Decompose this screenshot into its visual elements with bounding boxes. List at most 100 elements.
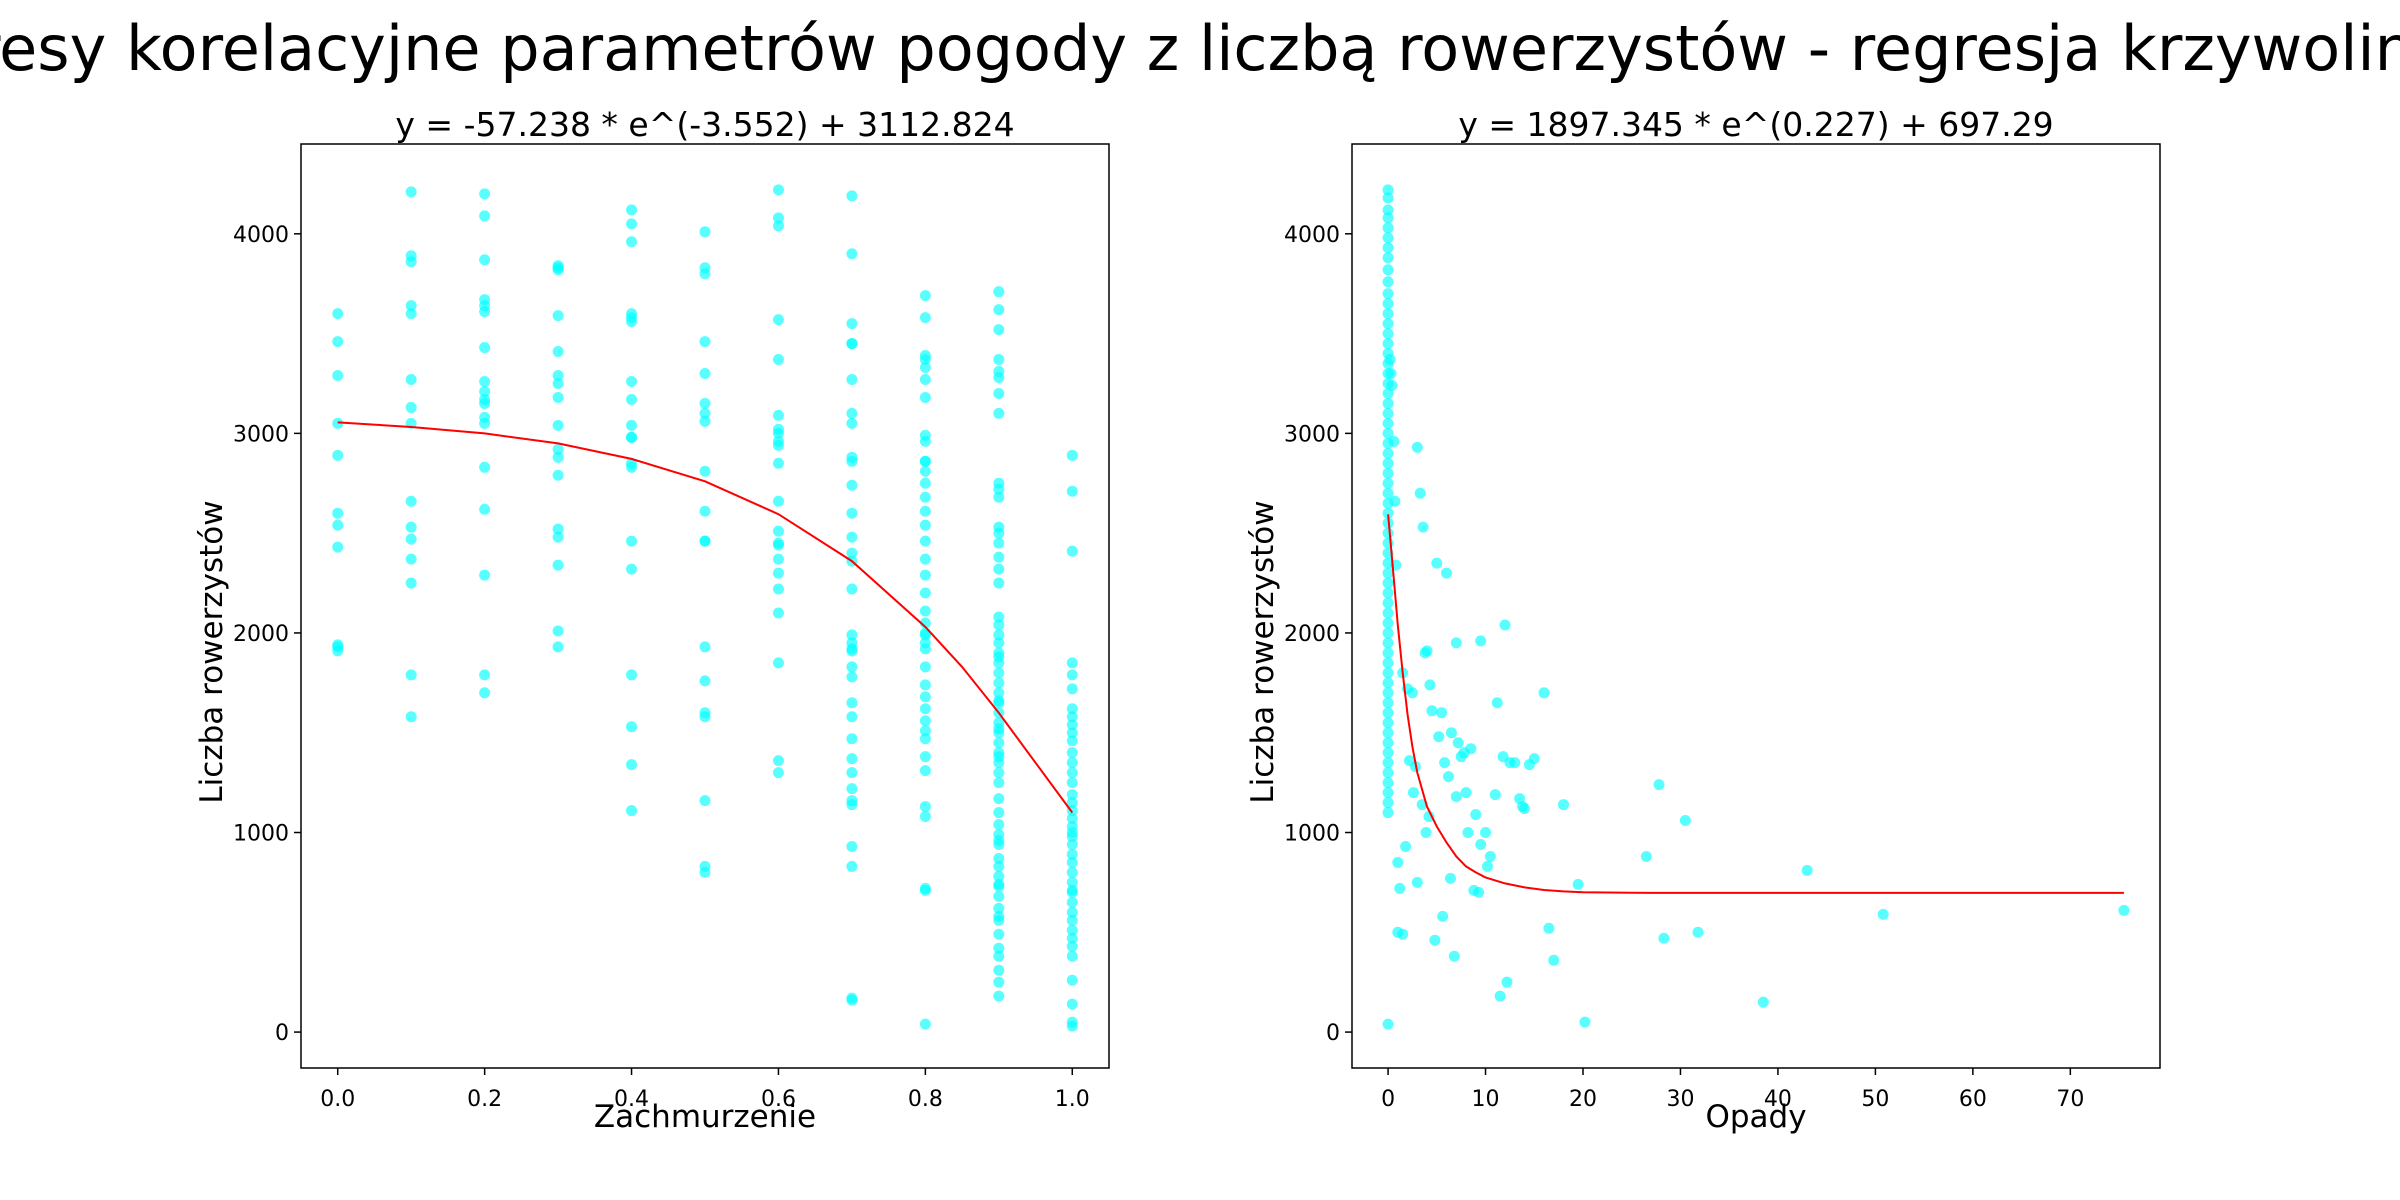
precipitation-data-point bbox=[1382, 1018, 1394, 1030]
cloud-cover-data-point bbox=[332, 449, 344, 461]
cloud-cover-data-point bbox=[1066, 896, 1078, 908]
cloud-cover-data-point bbox=[552, 310, 564, 322]
precipitation-data-point bbox=[1382, 777, 1394, 789]
cloud-cover-data-point bbox=[1066, 886, 1078, 898]
cloud-cover-data-point bbox=[1066, 735, 1078, 747]
precipitation-data-point bbox=[1382, 787, 1394, 799]
cloud-cover-data-point bbox=[846, 697, 858, 709]
precipitation-data-point bbox=[1382, 308, 1394, 320]
cloud-cover-data-point bbox=[1066, 813, 1078, 825]
cloud-cover-data-point bbox=[772, 354, 784, 366]
precipitation-data-point bbox=[1801, 864, 1813, 876]
cloud-cover-y-tick-label: 2000 bbox=[233, 622, 289, 647]
cloud-cover-y-label: Liczba rowerzystów bbox=[194, 500, 230, 803]
precipitation-data-point bbox=[1386, 379, 1398, 391]
precipitation-data-point bbox=[1517, 801, 1529, 813]
precipitation-data-point bbox=[1439, 757, 1451, 769]
cloud-cover-data-point bbox=[1066, 876, 1078, 888]
cloud-cover-data-point bbox=[1066, 866, 1078, 878]
cloud-cover-data-point bbox=[919, 290, 931, 302]
cloud-cover-data-point bbox=[919, 312, 931, 324]
cloud-cover-data-point bbox=[846, 507, 858, 519]
precipitation-data-point bbox=[1450, 637, 1462, 649]
precipitation-data-point bbox=[1411, 876, 1423, 888]
cloud-cover-data-point bbox=[552, 641, 564, 653]
cloud-cover-data-point bbox=[846, 753, 858, 765]
cloud-cover-data-point bbox=[772, 314, 784, 326]
cloud-cover-data-point bbox=[552, 369, 564, 381]
precipitation-data-point bbox=[1640, 850, 1652, 862]
cloud-cover-data-point bbox=[626, 461, 638, 473]
cloud-cover-data-point bbox=[993, 928, 1005, 940]
precipitation-data-point bbox=[1382, 607, 1394, 619]
cloud-cover-data-point bbox=[993, 491, 1005, 503]
cloud-cover-data-point bbox=[993, 651, 1005, 663]
cloud-cover-data-point bbox=[626, 431, 638, 443]
precipitation-data-point bbox=[1480, 827, 1492, 839]
cloud-cover-data-point bbox=[846, 338, 858, 350]
precipitation-data-point bbox=[1579, 1016, 1591, 1028]
cloud-cover-data-point bbox=[1066, 545, 1078, 557]
cloud-cover-data-point bbox=[772, 525, 784, 537]
cloud-cover-data-point bbox=[1066, 906, 1078, 918]
precipitation-data-point bbox=[1382, 627, 1394, 639]
precipitation-data-point bbox=[1382, 447, 1394, 459]
cloud-cover-data-point bbox=[699, 641, 711, 653]
cloud-cover-data-point bbox=[993, 890, 1005, 902]
cloud-cover-data-point bbox=[1066, 711, 1078, 723]
cloud-cover-data-point bbox=[993, 852, 1005, 864]
precipitation-data-point bbox=[1382, 222, 1394, 234]
cloud-cover-data-point bbox=[1066, 777, 1078, 789]
cloud-cover-data-point bbox=[919, 725, 931, 737]
cloud-cover-data-point bbox=[552, 625, 564, 637]
precipitation-data-point bbox=[1382, 417, 1394, 429]
cloud-cover-data-point bbox=[846, 248, 858, 260]
cloud-cover-data-point bbox=[919, 354, 931, 366]
cloud-cover-data-point bbox=[552, 377, 564, 389]
precipitation-data-point bbox=[1528, 753, 1540, 765]
cloud-cover-data-point bbox=[626, 419, 638, 431]
precipitation-data-point bbox=[1382, 697, 1394, 709]
cloud-cover-data-point bbox=[772, 583, 784, 595]
cloud-cover-data-point bbox=[993, 807, 1005, 819]
cloud-cover-data-point bbox=[993, 723, 1005, 735]
precipitation-x-label: Opady bbox=[1705, 1099, 1806, 1135]
cloud-cover-data-point bbox=[332, 507, 344, 519]
cloud-cover-data-point bbox=[846, 767, 858, 779]
precipitation-data-point bbox=[1382, 487, 1394, 499]
cloud-cover-data-point bbox=[993, 563, 1005, 575]
cloud-cover-data-point bbox=[919, 519, 931, 531]
cloud-cover-data-point bbox=[919, 703, 931, 715]
precipitation-data-point bbox=[1470, 809, 1482, 821]
cloud-cover-data-point bbox=[993, 629, 1005, 641]
cloud-cover-data-point bbox=[993, 976, 1005, 988]
precipitation-data-point bbox=[1382, 264, 1394, 276]
cloud-cover-data-point bbox=[993, 870, 1005, 882]
precipitation-data-point bbox=[1382, 276, 1394, 288]
cloud-cover-data-point bbox=[699, 505, 711, 517]
cloud-cover-data-point bbox=[1066, 914, 1078, 926]
cloud-cover-chart-title: y = -57.238 * e^(-3.552) + 3112.824 bbox=[395, 105, 1014, 144]
cloud-cover-data-point bbox=[332, 519, 344, 531]
cloud-cover-data-point bbox=[479, 385, 491, 397]
cloud-cover-data-point bbox=[552, 531, 564, 543]
cloud-cover-data-point bbox=[993, 964, 1005, 976]
precipitation-data-point bbox=[1382, 677, 1394, 689]
precipitation-data-point bbox=[1491, 697, 1503, 709]
precipitation-data-point bbox=[1382, 457, 1394, 469]
cloud-cover-data-point bbox=[846, 318, 858, 330]
precipitation-data-point bbox=[1382, 298, 1394, 310]
cloud-cover-data-point bbox=[846, 671, 858, 683]
cloud-cover-data-point bbox=[1066, 669, 1078, 681]
precipitation-data-point bbox=[1465, 743, 1477, 755]
precipitation-scatter-panel: y = 1897.345 * e^(0.227) + 697.29 Opady … bbox=[1245, 105, 2161, 1135]
cloud-cover-data-point bbox=[993, 902, 1005, 914]
precipitation-data-point bbox=[1382, 427, 1394, 439]
precipitation-data-point bbox=[1382, 727, 1394, 739]
precipitation-data-point bbox=[1382, 657, 1394, 669]
precipitation-data-point bbox=[1382, 757, 1394, 769]
cloud-cover-data-point bbox=[846, 661, 858, 673]
cloud-cover-curve bbox=[337, 421, 1074, 814]
precipitation-x-tick-label: 20 bbox=[1569, 1087, 1597, 1112]
precipitation-data-point bbox=[1382, 767, 1394, 779]
